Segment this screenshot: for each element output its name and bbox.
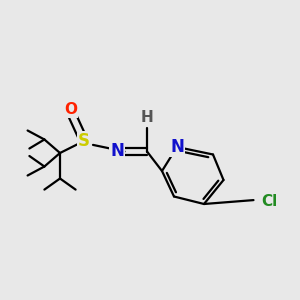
Text: S: S [78, 132, 90, 150]
Text: N: N [110, 142, 124, 160]
Text: O: O [64, 102, 77, 117]
Text: H: H [141, 110, 153, 124]
Text: N: N [170, 138, 184, 156]
Text: Cl: Cl [261, 194, 277, 208]
